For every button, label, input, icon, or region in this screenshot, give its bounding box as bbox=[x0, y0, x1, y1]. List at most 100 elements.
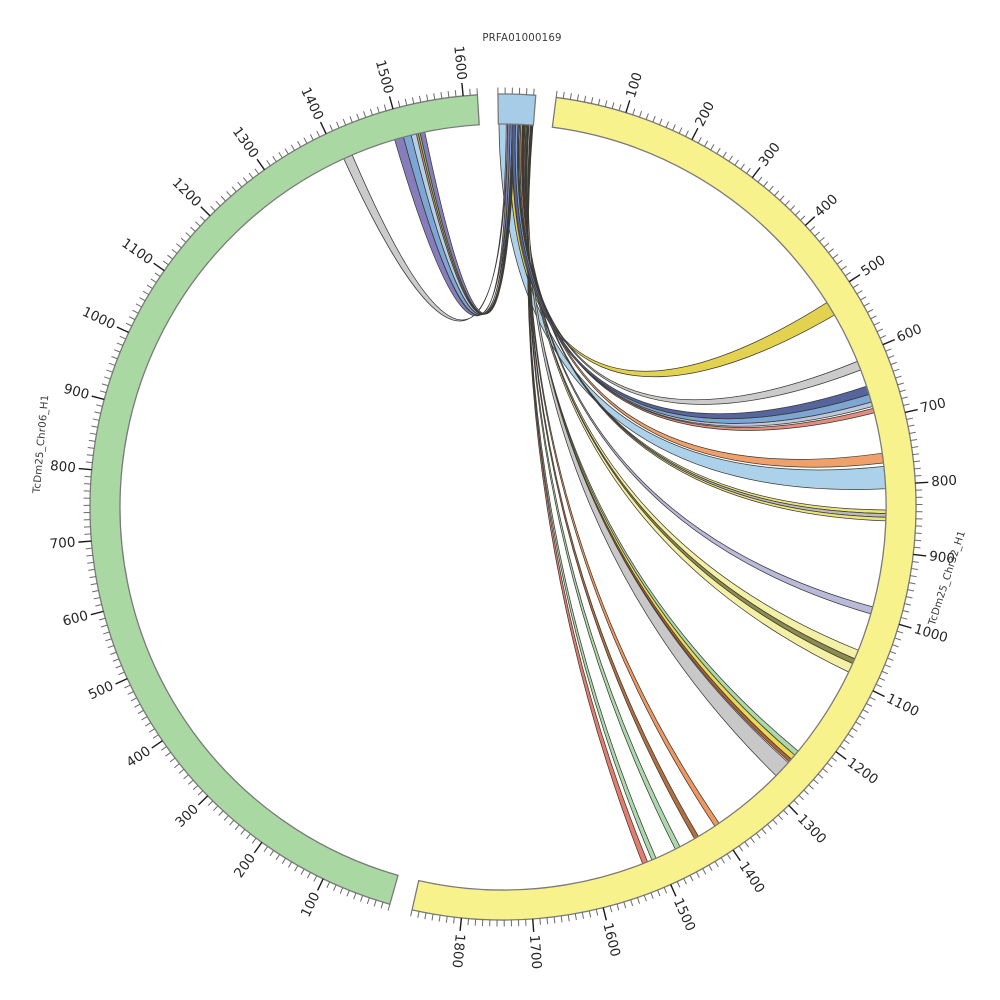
major-tick bbox=[256, 158, 266, 171]
minor-tick bbox=[581, 912, 585, 919]
minor-tick bbox=[678, 127, 683, 134]
minor-tick bbox=[146, 284, 153, 289]
minor-tick bbox=[878, 677, 886, 681]
tick-label: 700 bbox=[919, 395, 948, 416]
minor-tick bbox=[808, 784, 814, 790]
minor-tick bbox=[863, 302, 870, 307]
minor-tick bbox=[90, 583, 98, 586]
minor-tick bbox=[376, 106, 380, 114]
minor-tick bbox=[213, 805, 219, 811]
minor-tick bbox=[851, 727, 858, 732]
minor-tick bbox=[652, 115, 656, 123]
minor-tick bbox=[783, 809, 789, 816]
minor-tick bbox=[87, 447, 95, 449]
minor-tick bbox=[183, 774, 189, 780]
minor-tick bbox=[309, 134, 314, 141]
minor-tick bbox=[867, 308, 874, 313]
minor-tick bbox=[899, 389, 906, 393]
tick-marks bbox=[78, 82, 929, 932]
major-tick bbox=[751, 166, 761, 179]
minor-tick bbox=[860, 296, 867, 301]
minor-tick bbox=[768, 185, 774, 192]
chromosome-name-TcDm25_Chr32_H1: TcDm25_Chr32_H1 bbox=[927, 529, 968, 627]
minor-tick bbox=[567, 914, 570, 922]
minor-tick bbox=[881, 670, 889, 675]
tick-label: 400 bbox=[123, 743, 153, 771]
minor-tick bbox=[290, 144, 295, 151]
minor-tick bbox=[632, 108, 636, 116]
tick-label: 400 bbox=[811, 191, 841, 220]
minor-tick bbox=[870, 315, 877, 320]
minor-tick bbox=[793, 799, 799, 806]
minor-tick bbox=[892, 644, 899, 648]
minor-tick bbox=[710, 144, 715, 151]
minor-tick bbox=[297, 141, 302, 148]
tick-label: 1200 bbox=[844, 755, 881, 788]
minor-tick bbox=[336, 121, 340, 129]
major-tick bbox=[151, 740, 163, 749]
minor-tick bbox=[339, 887, 344, 894]
minor-tick bbox=[178, 768, 185, 774]
tick-label: 600 bbox=[894, 321, 924, 346]
minor-tick bbox=[100, 624, 108, 628]
minor-tick bbox=[231, 186, 237, 192]
minor-tick bbox=[722, 151, 727, 158]
minor-tick bbox=[562, 91, 565, 99]
minor-tick bbox=[609, 905, 613, 913]
minor-tick bbox=[685, 130, 689, 137]
minor-tick bbox=[831, 756, 837, 762]
minor-tick bbox=[912, 453, 920, 456]
minor-tick bbox=[738, 845, 744, 852]
minor-tick bbox=[404, 98, 408, 106]
minor-tick bbox=[287, 861, 293, 868]
minor-tick bbox=[447, 91, 450, 98]
minor-tick bbox=[112, 658, 120, 662]
minor-tick bbox=[210, 205, 216, 212]
major-tick bbox=[316, 878, 324, 891]
tick-label: 200 bbox=[231, 851, 259, 881]
minor-tick bbox=[702, 868, 707, 875]
minor-tick bbox=[85, 461, 93, 464]
minor-tick bbox=[720, 857, 725, 864]
minor-tick bbox=[553, 916, 556, 924]
minor-tick bbox=[896, 630, 904, 634]
tick-label: 300 bbox=[756, 140, 784, 170]
minor-tick bbox=[150, 278, 157, 283]
minor-tick bbox=[92, 418, 100, 421]
minor-tick bbox=[836, 259, 843, 265]
minor-tick bbox=[369, 108, 373, 116]
minor-tick bbox=[139, 297, 146, 302]
minor-tick bbox=[638, 110, 643, 118]
minor-tick bbox=[383, 104, 387, 112]
minor-tick bbox=[750, 837, 755, 844]
minor-tick bbox=[165, 751, 172, 757]
minor-tick bbox=[128, 316, 136, 321]
minor-tick bbox=[171, 249, 178, 254]
minor-tick bbox=[346, 890, 350, 897]
minor-tick bbox=[887, 355, 895, 359]
major-tick bbox=[153, 262, 165, 272]
minor-tick bbox=[909, 431, 916, 434]
major-tick bbox=[115, 677, 128, 685]
minor-tick bbox=[359, 895, 364, 902]
minor-tick bbox=[91, 425, 98, 428]
major-tick bbox=[732, 849, 741, 862]
tick-label: 1500 bbox=[372, 58, 397, 95]
minor-tick bbox=[784, 200, 790, 206]
minor-tick bbox=[95, 603, 102, 607]
minor-tick bbox=[716, 147, 721, 154]
minor-tick bbox=[597, 98, 601, 106]
minor-tick bbox=[643, 894, 647, 902]
minor-tick bbox=[774, 190, 780, 197]
minor-tick bbox=[275, 854, 281, 861]
tick-label: 800 bbox=[931, 473, 958, 490]
major-tick bbox=[459, 917, 463, 931]
minor-tick bbox=[817, 773, 824, 779]
minor-tick bbox=[254, 168, 260, 175]
minor-tick bbox=[576, 94, 580, 101]
minor-tick bbox=[89, 432, 97, 435]
minor-tick bbox=[190, 226, 196, 232]
minor-tick bbox=[349, 116, 353, 123]
